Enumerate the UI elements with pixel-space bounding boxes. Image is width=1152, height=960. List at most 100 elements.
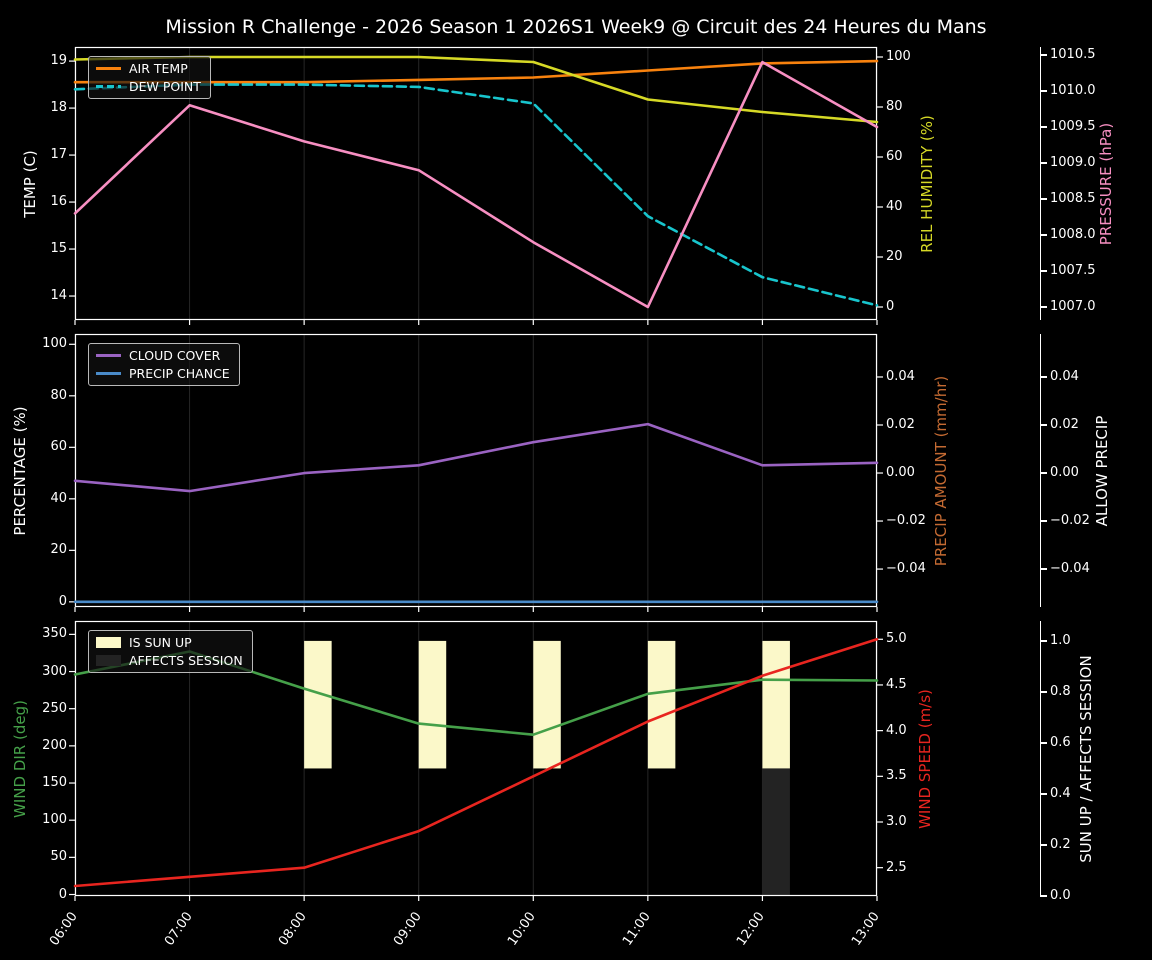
legend: IS SUN UP AFFECTS SESSION (88, 630, 253, 673)
y-tick-label: 1007.0 (1050, 299, 1096, 315)
y-tick-label: 0.2 (1050, 836, 1071, 852)
is-sun-up-bar (418, 640, 447, 769)
y-tick-label: 0 (886, 299, 895, 314)
y-tick (1040, 54, 1047, 56)
x-tick-label: 10:00 (505, 909, 540, 949)
legend: AIR TEMP DEW POINT (88, 56, 211, 99)
right-outer-spine (1040, 334, 1042, 607)
plot-frame (74, 620, 878, 897)
x-tick-label: 11:00 (619, 909, 654, 949)
y-tick (1040, 306, 1047, 308)
legend-label: IS SUN UP (129, 635, 192, 650)
is-sun-up-bar (533, 640, 561, 769)
y-tick-label: 20 (50, 542, 67, 558)
y-axis-title-rel-humidity: REL HUMIDITY (%) (918, 114, 936, 253)
legend-item-is-sun-up: IS SUN UP (96, 636, 243, 649)
plot-area-3 (69, 620, 883, 901)
x-tick-label: 13:00 (848, 909, 883, 949)
y-tick (1040, 90, 1047, 92)
right-outer-spine (1040, 621, 1042, 896)
y-tick-label: 1010.5 (1050, 46, 1096, 62)
legend-label: DEW POINT (129, 79, 201, 94)
y-tick-label: 15 (50, 241, 67, 257)
y-tick-label: 40 (886, 199, 903, 214)
y-tick (1040, 126, 1047, 128)
y-tick (1040, 793, 1047, 795)
is-sun-up-bar (762, 640, 790, 769)
y-tick-label: −0.04 (1050, 561, 1090, 577)
y-tick-label: 14 (50, 288, 67, 304)
legend-item-cloud-cover: CLOUD COVER (96, 349, 230, 362)
plot-frame (74, 46, 878, 321)
subplot-3 (69, 620, 883, 901)
affects-session-bar (762, 768, 790, 896)
y-tick-label: 150 (42, 775, 67, 791)
y-tick-label: 0 (58, 593, 67, 609)
cloud-cover-line (73, 422, 879, 493)
y-tick-label: 0.04 (1050, 368, 1079, 384)
legend-label: CLOUD COVER (129, 348, 221, 363)
y-tick-label: 0.0 (1050, 888, 1071, 903)
legend: CLOUD COVER PRECIP CHANCE (88, 343, 240, 386)
y-tick-label: 100 (886, 49, 911, 64)
x-tick-label: 08:00 (276, 909, 310, 949)
precip-chance-swatch (96, 372, 121, 375)
legend-label: AIR TEMP (129, 61, 188, 76)
y-tick-label: 1009.5 (1050, 118, 1096, 134)
y-axis-title-wind-speed-m-s: WIND SPEED (m/s) (916, 688, 934, 829)
y-tick-label: 1010.0 (1050, 82, 1096, 98)
y-tick-label: 80 (50, 387, 67, 403)
y-tick (1040, 198, 1047, 200)
y-tick-label: 0.00 (1050, 465, 1079, 481)
y-tick-label: 3.5 (886, 768, 907, 784)
y-tick-label: 0.6 (1050, 734, 1071, 750)
y-tick (1040, 844, 1047, 846)
y-tick-label: 0.8 (1050, 683, 1071, 699)
y-tick-label: −0.02 (886, 513, 926, 529)
y-tick-label: 0.04 (886, 368, 915, 384)
x-tick-label: 06:00 (46, 909, 81, 949)
affects-session-swatch (96, 655, 121, 666)
cloud-cover-swatch (96, 354, 121, 357)
y-tick-label: 0.02 (1050, 417, 1079, 432)
y-tick-label: 4.0 (886, 722, 907, 738)
y-tick-label: 80 (886, 99, 903, 114)
y-tick-label: 0 (58, 886, 67, 902)
legend-item-precip-chance: PRECIP CHANCE (96, 367, 230, 380)
y-tick-label: 60 (50, 439, 67, 455)
air-temp-swatch (96, 67, 121, 70)
y-tick (1040, 895, 1047, 897)
legend-label: PRECIP CHANCE (129, 366, 230, 381)
y-tick-label: 200 (42, 737, 67, 753)
y-tick-label: 60 (886, 149, 903, 164)
y-tick-label: 300 (42, 663, 67, 679)
y-tick (1040, 568, 1047, 570)
is-sun-up-bar (647, 640, 676, 769)
plot-frame (74, 333, 878, 608)
y-axis-title-percentage: PERCENTAGE (%) (11, 405, 29, 536)
legend-item-affects-session: AFFECTS SESSION (96, 654, 243, 667)
y-tick (1040, 520, 1047, 522)
is-sun-up-bar (304, 640, 332, 769)
y-tick-label: 5.0 (886, 631, 907, 647)
y-tick-label: 18 (50, 100, 67, 116)
y-tick-label: 1.0 (1050, 632, 1071, 648)
y-tick-label: 0.00 (886, 465, 915, 481)
y-tick-label: 3.0 (886, 813, 907, 829)
y-tick (1040, 234, 1047, 236)
legend-item-dew-point: DEW POINT (96, 80, 201, 93)
y-axis-title-precip-amount-mm-hr: PRECIP AMOUNT (mm/hr) (932, 375, 950, 566)
y-tick (1040, 376, 1047, 378)
y-tick-label: 1007.5 (1050, 263, 1096, 279)
legend-item-air-temp: AIR TEMP (96, 62, 201, 75)
y-tick-label: 100 (42, 336, 67, 352)
y-axis-title-temp-c: TEMP (C) (21, 149, 39, 218)
x-tick-label: 09:00 (390, 909, 425, 949)
y-tick-label: −0.02 (1050, 513, 1090, 529)
pressure-line (73, 60, 879, 309)
y-tick (1040, 640, 1047, 642)
y-tick (1040, 270, 1047, 272)
y-tick-label: 40 (50, 490, 67, 506)
y-tick-label: 250 (42, 700, 67, 716)
